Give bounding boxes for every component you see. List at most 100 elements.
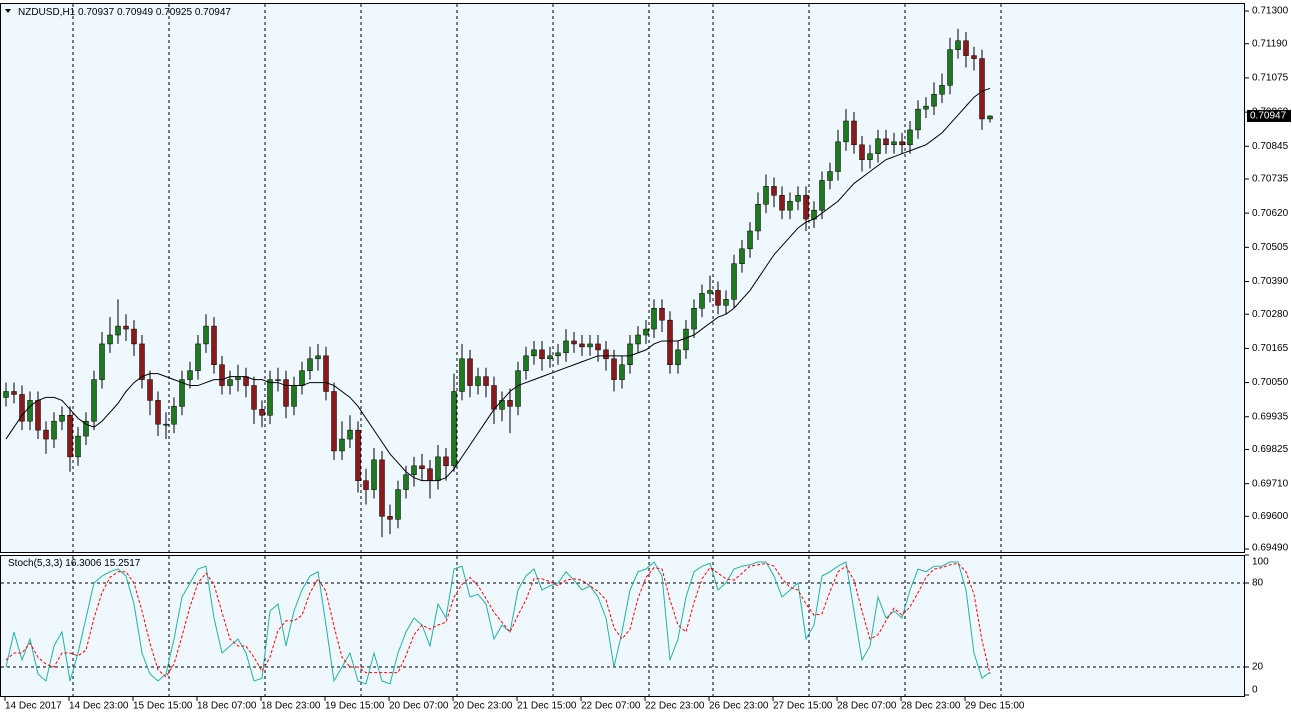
- candle-body: [99, 343, 105, 380]
- candle-body: [355, 429, 361, 481]
- candle-body: [835, 141, 841, 172]
- header-open: 0.70937: [78, 7, 115, 18]
- x-tick-label: 15 Dec 15:00: [133, 701, 193, 712]
- stoch-panel: [0, 555, 1245, 697]
- x-tick-label: 28 Dec 23:00: [901, 701, 961, 712]
- candle-body: [963, 40, 969, 56]
- x-tick-label: 18 Dec 07:00: [197, 701, 257, 712]
- candle-body: [595, 343, 601, 351]
- candle-body: [867, 153, 873, 160]
- candle-body: [171, 406, 177, 425]
- candle-body: [563, 340, 569, 354]
- x-tick-label: 19 Dec 15:00: [325, 701, 385, 712]
- candle-body: [715, 290, 721, 306]
- candle-body: [275, 379, 281, 381]
- y-tick-label: 0.69600: [1252, 511, 1289, 522]
- x-tick-label: 20 Dec 07:00: [389, 701, 449, 712]
- candle-body: [131, 328, 137, 345]
- menu-arrow[interactable]: [5, 9, 11, 13]
- candle-body: [571, 340, 577, 345]
- candle-body: [387, 516, 393, 520]
- candle-body: [707, 290, 713, 294]
- candle-body: [427, 468, 433, 481]
- x-tick-label: 14 Dec 2017: [5, 701, 62, 712]
- y-tick-label: 20: [1252, 662, 1264, 673]
- candle-body: [323, 355, 329, 392]
- candle-body: [539, 349, 545, 360]
- x-tick-label: 26 Dec 23:00: [709, 701, 769, 712]
- candle-body: [75, 435, 81, 458]
- candle-body: [403, 474, 409, 490]
- candle-body: [43, 429, 49, 440]
- candle-body: [35, 400, 41, 431]
- candle-body: [723, 299, 729, 306]
- candle-body: [779, 195, 785, 211]
- candle-body: [187, 370, 193, 380]
- y-tick-label: 80: [1252, 578, 1264, 589]
- candle-body: [691, 308, 697, 330]
- main-panel: [0, 3, 1245, 553]
- candle-body: [699, 293, 705, 309]
- candle-body: [555, 352, 561, 357]
- x-tick-label: 29 Dec 15:00: [965, 701, 1025, 712]
- candle-body: [331, 391, 337, 452]
- y-tick-label: 0.69825: [1252, 444, 1289, 455]
- candle-body: [203, 325, 209, 345]
- candle-body: [459, 358, 465, 392]
- candle-body: [755, 203, 761, 232]
- candle-body: [915, 108, 921, 131]
- x-tick-label: 22 Dec 23:00: [645, 701, 705, 712]
- candle-body: [267, 379, 273, 416]
- candle-body: [763, 186, 769, 205]
- day-separators: [72, 4, 1002, 696]
- x-tick-label: 22 Dec 07:00: [581, 701, 641, 712]
- y-tick-label: 0.70845: [1252, 141, 1289, 152]
- candle-body: [787, 201, 793, 211]
- candle-body: [875, 138, 881, 154]
- candle-body: [619, 364, 625, 380]
- candle-body: [315, 355, 321, 360]
- candle-body: [91, 379, 97, 422]
- candle-body: [523, 355, 529, 371]
- y-tick-label: 100: [1252, 557, 1269, 568]
- candle-body: [507, 400, 513, 407]
- candle-body: [379, 459, 385, 517]
- candle-body: [299, 370, 305, 386]
- candle-body: [419, 465, 425, 470]
- candle-body: [971, 55, 977, 59]
- candle-body: [19, 394, 25, 422]
- candle-body: [107, 334, 113, 345]
- x-tick-label: 18 Dec 23:00: [261, 701, 321, 712]
- stoch-title: Stoch(5,3,3): [8, 558, 62, 569]
- candle-body: [675, 349, 681, 365]
- candle-body: [211, 325, 217, 365]
- candle-body: [843, 120, 849, 143]
- x-tick-label: 28 Dec 07:00: [837, 701, 897, 712]
- candle-body: [291, 385, 297, 407]
- candle-body: [251, 385, 257, 410]
- candle-body: [547, 355, 553, 360]
- candle-body: [363, 480, 369, 490]
- y-tick-label: 0.69710: [1252, 478, 1289, 489]
- candle-body: [947, 49, 953, 86]
- stoch-header: Stoch(5,3,3) 16.3006 15.2517: [8, 558, 141, 569]
- chart-header: NZDUSD,H1 0.70937 0.70949 0.70925 0.7094…: [18, 7, 231, 18]
- candle-body: [643, 328, 649, 336]
- candle-body: [219, 364, 225, 386]
- y-tick-label: 0.71075: [1252, 73, 1289, 84]
- candle-body: [883, 138, 889, 146]
- candle-body: [635, 334, 641, 345]
- candle-body: [395, 489, 401, 520]
- candle-body: [827, 171, 833, 181]
- y-tick-label: 0.70735: [1252, 174, 1289, 185]
- x-tick-label: 20 Dec 23:00: [453, 701, 513, 712]
- candle-body: [11, 391, 17, 395]
- candle-body: [195, 343, 201, 371]
- candle-body: [987, 115, 993, 120]
- candle-body: [907, 129, 913, 146]
- candle-body: [683, 328, 689, 351]
- candle-body: [163, 423, 169, 426]
- candle-body: [515, 370, 521, 407]
- candle-body: [611, 358, 617, 380]
- candle-body: [667, 319, 673, 365]
